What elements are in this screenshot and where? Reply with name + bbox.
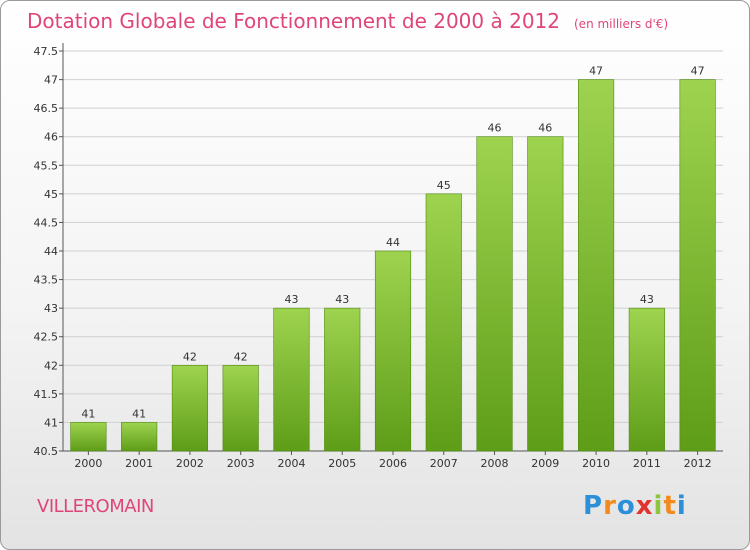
y-tick-label: 46 [44,131,58,144]
bar [679,79,716,452]
x-tick-label: 2004 [277,457,305,470]
bar [425,193,462,452]
chart-title-text: Dotation Globale de Fonctionnement de 20… [27,9,560,33]
bar [527,136,564,452]
data-label: 46 [538,122,552,135]
bar [374,250,412,452]
logo-letter: r [603,491,617,521]
y-tick-label: 40.5 [34,445,59,458]
y-tick-label: 43 [44,302,58,315]
bar [171,364,208,452]
bar [70,422,107,452]
y-tick-label: 41.5 [34,388,59,401]
x-tick-label: 2012 [684,457,712,470]
data-label: 42 [183,350,197,363]
y-tick-label: 47 [44,74,58,87]
x-tick-label: 2002 [176,457,204,470]
x-tick-label: 2003 [227,457,255,470]
data-label: 46 [488,122,502,135]
bars [70,79,719,452]
bar [121,422,158,452]
chart-subtitle: (en milliers d'€) [574,17,669,31]
y-tick-label: 47.5 [34,45,59,58]
y-tick-label: 42 [44,359,58,372]
y-tick-label: 45.5 [34,159,59,172]
bar [324,307,361,452]
logo-letter: t [663,491,677,521]
logo-letter: o [616,491,636,521]
y-tick-label: 44 [44,245,58,258]
x-tick-label: 2011 [633,457,661,470]
x-tick-label: 2001 [125,457,153,470]
y-tick-label: 42.5 [34,331,59,344]
logo-letter: i [676,491,687,521]
data-label: 47 [589,65,603,78]
logo-letter: P [583,491,604,521]
bar [222,364,259,452]
y-tick-label: 45 [44,188,58,201]
bar [578,79,615,452]
data-label: 43 [640,293,654,306]
x-tick-label: 2008 [481,457,509,470]
bar [273,307,310,452]
data-label: 47 [691,65,705,78]
logo-letter: x [635,491,654,521]
labels: 40.5 41 41.5 42 42.5 43 43.5 44 44.5 45 45.5 46 46.5… [34,45,712,470]
y-tick-label: 46.5 [34,102,59,115]
logo-letter: i [653,491,664,521]
y-tick-label: 41 [44,416,58,429]
x-tick-label: 2005 [328,457,356,470]
data-label: 41 [81,407,95,420]
town-name: VILLEROMAIN [37,496,154,517]
data-label: 42 [234,350,248,363]
y-tick-label: 43.5 [34,274,59,287]
data-label: 44 [386,236,400,249]
data-label: 43 [335,293,349,306]
y-tick-label: 44.5 [34,216,59,229]
x-tick-label: 2010 [582,457,610,470]
data-label: 43 [284,293,298,306]
chart-title: Dotation Globale de Fonctionnement de 20… [27,9,668,33]
data-label: 45 [437,179,451,192]
x-tick-label: 2006 [379,457,407,470]
x-tick-label: 2009 [531,457,559,470]
bar [476,136,513,452]
x-tick-label: 2000 [74,457,102,470]
proxiti-logo: Proxiti [583,491,687,521]
bar [628,307,665,452]
x-tick-label: 2007 [430,457,458,470]
data-label: 41 [132,407,146,420]
